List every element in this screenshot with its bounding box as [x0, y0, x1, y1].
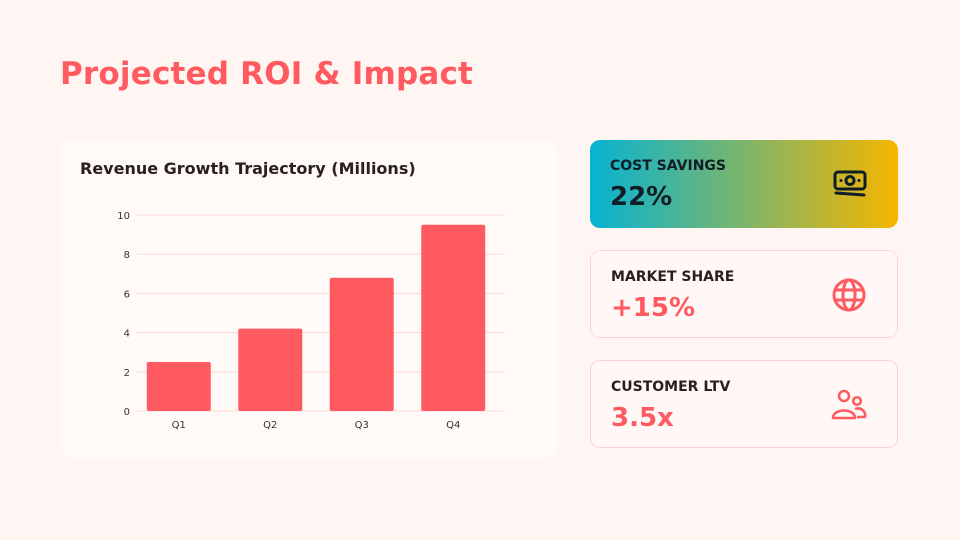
chart-title: Revenue Growth Trajectory (Millions) [80, 159, 416, 178]
kpi-cost-savings: COST SAVINGS 22% [590, 140, 898, 228]
x-tick-label: Q2 [263, 420, 277, 431]
kpi-market-share: MARKET SHARE +15% [590, 250, 898, 338]
x-tick-label: Q4 [446, 420, 460, 431]
y-tick-label: 8 [124, 250, 130, 261]
kpi-value: 3.5x [611, 403, 674, 433]
bar-q3 [329, 277, 394, 411]
users-icon [831, 389, 867, 420]
bar-q1 [146, 362, 211, 411]
bar-q4 [421, 224, 486, 411]
y-tick-label: 10 [117, 211, 130, 222]
x-tick-label: Q3 [355, 420, 369, 431]
kpi-value: 22% [610, 182, 673, 212]
kpi-label: CUSTOMER LTV [611, 379, 731, 395]
bar-chart: 0 2 4 6 8 10 Q1 Q2 Q3 Q4 [117, 211, 503, 431]
globe-icon [832, 278, 866, 312]
y-tick-label: 6 [124, 289, 130, 300]
money-icon [833, 170, 867, 197]
kpi-label: MARKET SHARE [611, 269, 735, 285]
bar-q2 [238, 328, 303, 411]
page-title: Projected ROI & Impact [60, 56, 474, 92]
revenue-chart-card: Revenue Growth Trajectory (Millions) 0 2 4… [60, 140, 558, 458]
y-tick-label: 4 [124, 329, 130, 340]
kpi-value: +15% [611, 293, 696, 323]
kpi-customer-ltv: CUSTOMER LTV 3.5x [590, 360, 898, 448]
y-tick-label: 0 [124, 407, 130, 418]
kpi-label: COST SAVINGS [610, 158, 726, 174]
y-tick-label: 2 [124, 368, 130, 379]
x-tick-label: Q1 [172, 420, 186, 431]
